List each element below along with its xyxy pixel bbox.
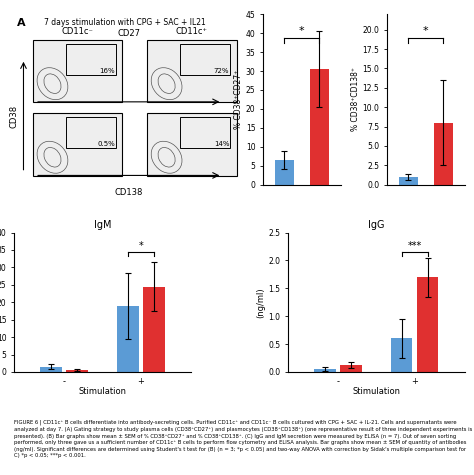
FancyBboxPatch shape bbox=[147, 40, 237, 103]
Y-axis label: % CD38⁺CD138⁺: % CD38⁺CD138⁺ bbox=[351, 67, 360, 132]
FancyBboxPatch shape bbox=[147, 114, 237, 176]
Title: IgM: IgM bbox=[94, 220, 111, 230]
Bar bbox=[117, 306, 138, 372]
Bar bbox=[40, 367, 62, 372]
Text: *: * bbox=[299, 26, 305, 36]
Title: IgG: IgG bbox=[368, 220, 384, 230]
Text: *: * bbox=[423, 26, 428, 36]
Text: 7 days stimulation with CPG + SAC + IL21: 7 days stimulation with CPG + SAC + IL21 bbox=[45, 18, 206, 27]
Bar bbox=[340, 365, 362, 372]
Text: CD11c⁺: CD11c⁺ bbox=[176, 28, 208, 37]
Bar bbox=[314, 369, 336, 372]
Text: *: * bbox=[138, 241, 143, 251]
Bar bbox=[391, 339, 412, 372]
Text: CD38: CD38 bbox=[10, 104, 18, 128]
Bar bbox=[399, 177, 418, 185]
Text: 72%: 72% bbox=[214, 67, 229, 74]
X-axis label: Stimulation: Stimulation bbox=[352, 387, 400, 396]
Bar bbox=[434, 123, 453, 185]
Text: 0.5%: 0.5% bbox=[98, 141, 115, 147]
Text: FIGURE 6 | CD11c⁺ B cells differentiate into antibody-secreting cells. Purified : FIGURE 6 | CD11c⁺ B cells differentiate … bbox=[14, 420, 473, 458]
Text: 16%: 16% bbox=[100, 67, 115, 74]
Bar bbox=[143, 286, 164, 372]
X-axis label: Stimulation: Stimulation bbox=[79, 387, 127, 396]
Text: A: A bbox=[17, 18, 25, 28]
Text: CD138: CD138 bbox=[115, 188, 143, 197]
Bar bbox=[310, 69, 329, 185]
Text: ***: *** bbox=[408, 241, 422, 251]
Bar bbox=[417, 277, 438, 372]
Y-axis label: % CD38⁺CD27⁺: % CD38⁺CD27⁺ bbox=[234, 70, 243, 129]
Text: CD27: CD27 bbox=[117, 29, 140, 38]
Bar bbox=[66, 370, 88, 372]
FancyBboxPatch shape bbox=[33, 114, 122, 176]
Text: 14%: 14% bbox=[214, 141, 229, 147]
Text: CD11c⁻: CD11c⁻ bbox=[62, 28, 93, 37]
Y-axis label: (ng/ml): (ng/ml) bbox=[256, 287, 265, 318]
FancyBboxPatch shape bbox=[33, 40, 122, 103]
Bar bbox=[274, 160, 294, 185]
